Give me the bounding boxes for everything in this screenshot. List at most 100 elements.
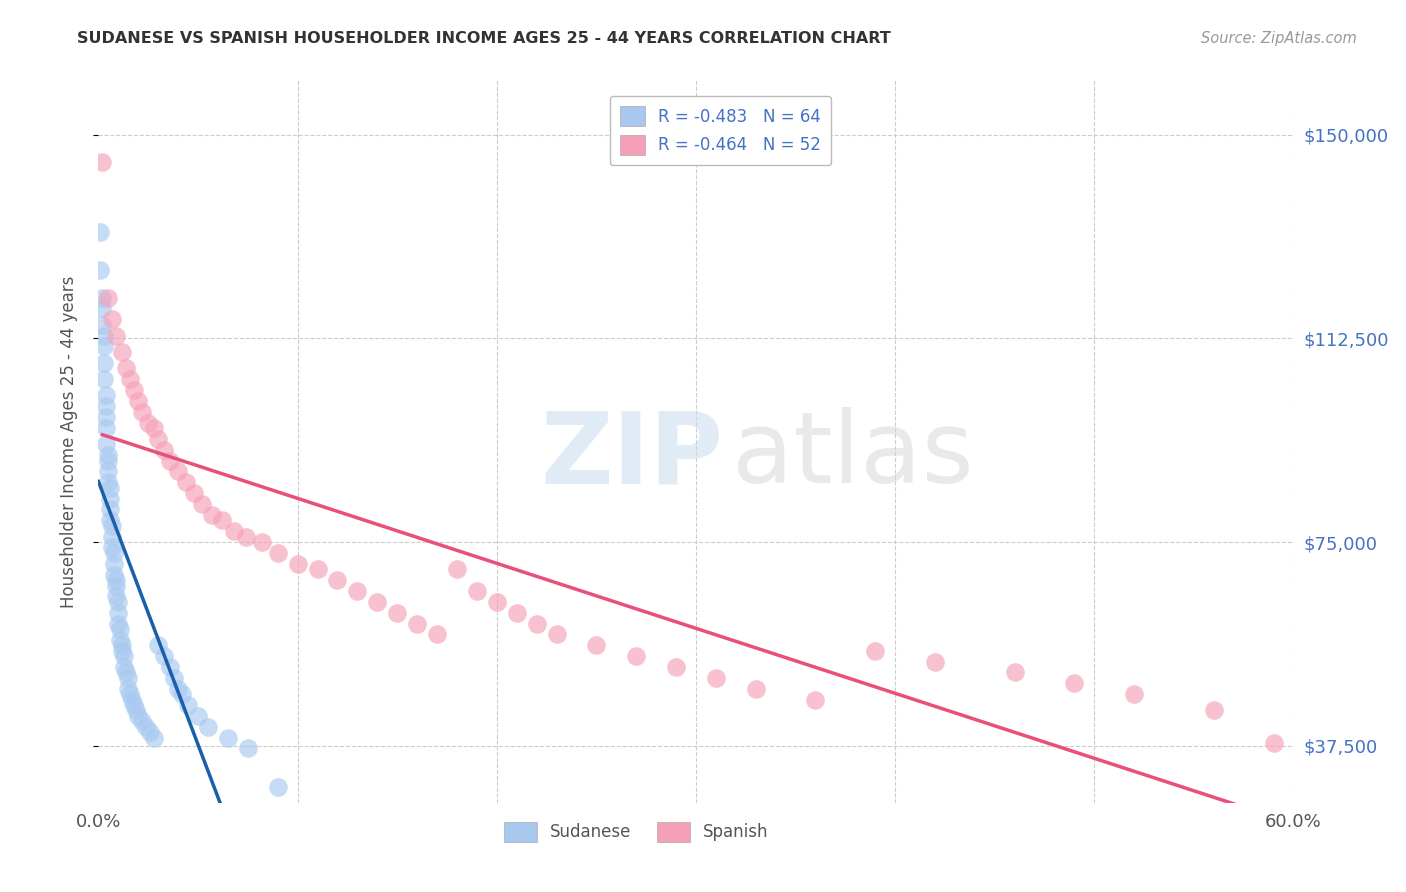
Point [97, 475, 120, 490]
Point [217, 731, 239, 745]
Point [183, 486, 205, 500]
Point [526, 616, 548, 631]
Point [105, 573, 128, 587]
Point [1263, 736, 1285, 750]
Point [101, 530, 124, 544]
Point [127, 393, 149, 408]
Point [626, 649, 648, 664]
Point [93, 339, 115, 353]
Point [135, 720, 157, 734]
Point [89, 226, 111, 240]
Point [465, 583, 488, 598]
Point [117, 681, 139, 696]
Point [287, 557, 309, 571]
Point [704, 671, 727, 685]
Point [163, 671, 186, 685]
Point [97, 453, 120, 467]
Point [167, 464, 190, 478]
Point [101, 541, 124, 555]
Point [924, 655, 946, 669]
Point [136, 416, 159, 430]
Point [167, 681, 190, 696]
Point [112, 660, 135, 674]
Point [98, 502, 122, 516]
Point [115, 361, 138, 376]
Point [111, 643, 134, 657]
Point [366, 595, 388, 609]
Point [385, 606, 409, 620]
Point [93, 372, 115, 386]
Point [174, 475, 197, 490]
Point [97, 464, 120, 478]
Point [96, 399, 118, 413]
Point [143, 731, 166, 745]
Text: Source: ZipAtlas.com: Source: ZipAtlas.com [1201, 31, 1357, 46]
Point [107, 595, 129, 609]
Point [346, 583, 368, 598]
Point [177, 698, 200, 712]
Point [197, 720, 219, 734]
Point [93, 328, 115, 343]
Point [98, 491, 122, 506]
Point [172, 687, 194, 701]
Point [105, 578, 128, 592]
Point [110, 632, 132, 647]
Point [139, 725, 162, 739]
Point [585, 638, 607, 652]
Point [107, 606, 129, 620]
Point [235, 530, 257, 544]
Text: atlas: atlas [733, 408, 973, 505]
Point [98, 481, 122, 495]
Point [267, 780, 290, 794]
Point [91, 318, 114, 332]
Point [148, 432, 170, 446]
Point [267, 546, 290, 560]
Point [97, 291, 120, 305]
Point [96, 421, 118, 435]
Point [546, 627, 568, 641]
Point [103, 557, 125, 571]
Point [120, 687, 142, 701]
Point [236, 741, 259, 756]
Point [105, 590, 128, 604]
Point [107, 616, 129, 631]
Point [111, 345, 134, 359]
Point [665, 660, 688, 674]
Point [153, 649, 176, 664]
Point [191, 497, 214, 511]
Point [127, 709, 149, 723]
Point [112, 649, 135, 664]
Point [93, 356, 115, 370]
Point [406, 616, 429, 631]
Point [804, 692, 827, 706]
Point [124, 698, 146, 712]
Point [131, 405, 153, 419]
Point [222, 524, 245, 538]
Point [1004, 665, 1026, 680]
Point [159, 453, 181, 467]
Point [96, 410, 118, 425]
Point [1123, 687, 1146, 701]
Point [426, 627, 449, 641]
Point [101, 518, 124, 533]
Point [91, 301, 114, 316]
Text: ZIP: ZIP [541, 408, 724, 505]
Text: SUDANESE VS SPANISH HOUSEHOLDER INCOME AGES 25 - 44 YEARS CORRELATION CHART: SUDANESE VS SPANISH HOUSEHOLDER INCOME A… [77, 31, 891, 46]
Point [111, 638, 134, 652]
Point [103, 567, 125, 582]
Point [153, 442, 176, 457]
Point [121, 692, 143, 706]
Point [89, 263, 111, 277]
Point [143, 421, 166, 435]
Point [506, 606, 529, 620]
Point [187, 709, 209, 723]
Point [326, 573, 349, 587]
Point [117, 671, 139, 685]
Point [125, 703, 148, 717]
Point [124, 383, 146, 397]
Point [96, 437, 118, 451]
Point [1202, 703, 1225, 717]
Point [201, 508, 224, 522]
Point [148, 638, 170, 652]
Point [307, 562, 329, 576]
